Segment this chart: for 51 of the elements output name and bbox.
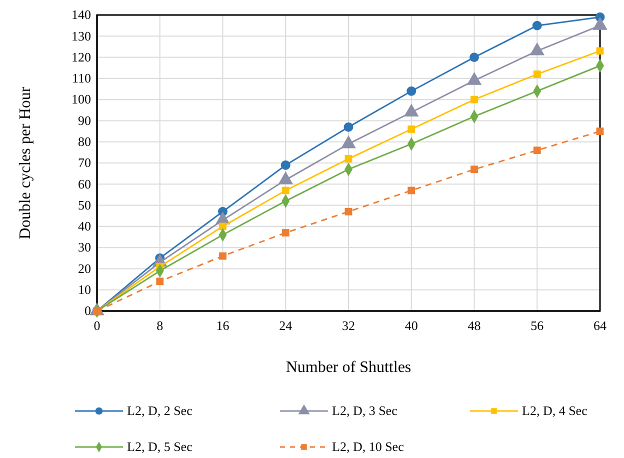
legend-label: L2, D, 4 Sec: [522, 403, 588, 418]
point: [470, 52, 479, 62]
y-tick-label: 80: [78, 134, 91, 150]
y-tick-label: 50: [78, 197, 91, 212]
x-tick-label: 64: [594, 318, 607, 334]
y-tick-label: 70: [78, 155, 91, 170]
point: [533, 70, 541, 78]
point: [596, 128, 604, 135]
point: [219, 222, 226, 230]
x-tick-label: 32: [342, 318, 355, 334]
y-tick-label: 0: [84, 303, 91, 318]
y-tick-label: 110: [72, 70, 91, 86]
y-tick-label: 90: [78, 112, 91, 128]
y-axis-title: Double cycles per Hour: [17, 86, 34, 240]
legend-label: L2, D, 2 Sec: [127, 403, 193, 418]
y-tick-label: 60: [78, 176, 91, 192]
point: [470, 166, 478, 174]
y-tick-label: 100: [72, 92, 91, 107]
point: [470, 96, 478, 104]
y-tick-label: 40: [78, 218, 91, 234]
point: [219, 252, 226, 260]
x-tick-label: 16: [216, 318, 230, 334]
point: [344, 155, 352, 162]
point: [282, 229, 290, 236]
point: [596, 47, 604, 55]
point: [532, 20, 542, 30]
legend-label: L2, D, 5 Sec: [127, 439, 193, 454]
point: [282, 186, 290, 194]
y-tick-label: 20: [78, 260, 91, 276]
x-tick-label: 0: [94, 318, 100, 334]
point: [280, 160, 290, 170]
x-tick-label: 56: [530, 318, 544, 334]
y-tick-label: 30: [78, 240, 91, 255]
legend-label: L2, D, 3 Sec: [332, 403, 398, 418]
point: [406, 86, 416, 96]
point: [344, 208, 352, 216]
y-tick-label: 140: [72, 7, 91, 22]
x-tick-label: 48: [468, 318, 481, 334]
point: [533, 146, 541, 154]
point: [408, 125, 416, 133]
point: [344, 122, 354, 132]
x-tick-label: 40: [404, 318, 418, 334]
y-tick-label: 130: [72, 28, 91, 44]
x-tick-label: 8: [156, 318, 164, 334]
point: [156, 278, 164, 286]
y-tick-label: 10: [78, 282, 91, 298]
x-axis-title: Number of Shuttles: [286, 359, 412, 376]
x-tick-label: 24: [279, 318, 293, 334]
point: [408, 186, 416, 194]
legend-label: L2, D, 10 Sec: [332, 439, 404, 454]
y-tick-label: 120: [72, 49, 91, 64]
